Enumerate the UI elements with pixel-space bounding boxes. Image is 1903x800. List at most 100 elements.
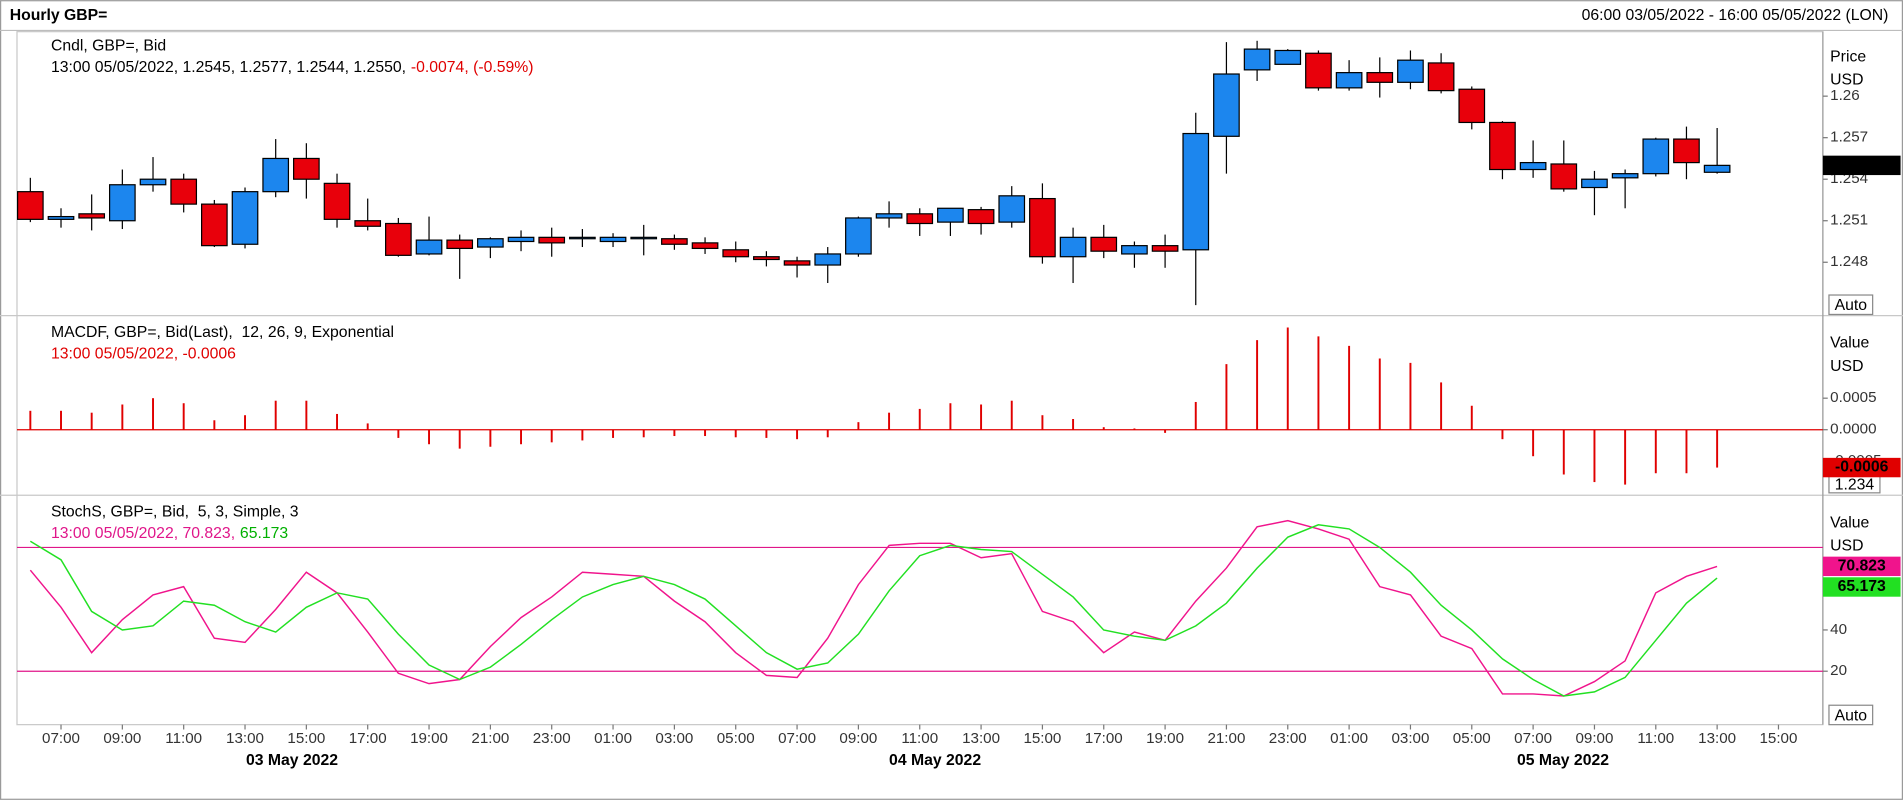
candle-body [630,236,658,240]
axis-title: Price [1830,48,1866,65]
x-tick-label: 23:00 [1269,730,1307,747]
candle-body [538,236,566,244]
pane-info-part: 13:00 05/05/2022, 1.2545, 1.2577, 1.2544… [51,59,406,76]
candle-body [722,249,750,258]
x-tick-label: 13:00 [1698,730,1736,747]
candle-body [845,217,872,255]
candle-body [691,242,719,250]
candle-body [415,239,443,255]
candle-body [293,157,320,180]
plot-layer: Cndl, GBP=, Bid 13:00 05/05/2022, 1.2545,… [16,37,1882,769]
candle-body [1642,138,1670,175]
date-label: 05 May 2022 [1517,752,1609,769]
axis-unit: USD [1830,358,1863,375]
x-tick-label: 09:00 [103,730,141,747]
candle-body [1182,132,1210,251]
pane-title: StochS, GBP=, Bid, 5, 3, Simple, 3 [51,503,299,520]
candle-body [385,222,412,256]
pane-info-part: 13:00 05/05/2022, 70.823, [51,525,235,542]
y-tick-label: 1.251 [1830,212,1868,229]
pane-title: MACDF, GBP=, Bid(Last), 12, 26, 9, Expon… [51,324,394,341]
x-tick-label: 07:00 [1514,730,1552,747]
x-tick-label: 15:00 [1759,730,1797,747]
candle-body [1059,236,1087,258]
candle-body [814,253,842,266]
scale-button[interactable]: 1.234 [1828,475,1881,494]
candle-body [875,213,903,219]
candle-body [1029,197,1056,258]
candle-body [1243,48,1271,71]
button-frame [1828,704,1874,726]
date-label: 04 May 2022 [889,752,981,769]
x-tick-label: 21:00 [471,730,509,747]
auto-button[interactable]: Auto [1828,704,1874,726]
x-tick-label: 01:00 [594,730,632,747]
last-value-label: 1.2550 [1838,157,1886,174]
auto-button[interactable]: Auto [1828,294,1874,316]
candle-body [753,256,780,261]
header-range: 06:00 03/05/2022 - 16:00 05/05/2022 (LON… [1582,7,1889,24]
candle-body [477,238,504,248]
x-tick-label: 09:00 [1575,730,1613,747]
pane-info-part: 65.173 [240,525,288,542]
candle-body [1121,245,1148,255]
x-tick-label: 11:00 [165,730,202,747]
candle-body [1519,161,1547,171]
candle-body [967,209,995,225]
candle-body [1090,236,1118,252]
candle-body [231,191,259,245]
y-tick-label: 1.26 [1830,87,1860,104]
button-frame [1828,294,1874,316]
last-value-box [1822,457,1901,478]
candle-body [1550,163,1578,190]
x-tick-label: 15:00 [287,730,325,747]
candle-body [1673,138,1700,164]
candle-body [16,191,44,220]
candle-body [1427,62,1455,92]
candle-body [323,182,351,220]
candle-body [170,178,198,205]
candle-body [139,178,167,186]
x-tick-label: 15:00 [1023,730,1061,747]
candle-body [201,203,228,247]
candle-body [937,207,964,223]
pane-info: 13:00 05/05/2022, 70.823, 65.173 [51,525,288,542]
x-tick-label: 19:00 [410,730,448,747]
series-line [29,524,1718,697]
date-label: 03 May 2022 [246,752,338,769]
last-value-label: 70.823 [1838,558,1886,575]
candle-body [1366,72,1394,83]
candle-body [569,236,596,240]
y-tick-label: 0.0000 [1830,421,1876,438]
last-value-label: 65.173 [1838,578,1886,595]
x-tick-label: 13:00 [962,730,1000,747]
button-label: Auto [1835,297,1868,314]
x-tick-label: 17:00 [1085,730,1123,747]
candle-body [1274,49,1302,65]
candle-body [108,184,136,222]
x-tick-label: 01:00 [1330,730,1368,747]
axis-title: Value [1830,514,1869,531]
x-tick-label: 03:00 [655,730,693,747]
x-tick-label: 05:00 [1453,730,1491,747]
x-tick-label: 07:00 [42,730,80,747]
candle-body [998,195,1026,223]
last-value-box [1822,577,1901,597]
candle-body [354,220,382,227]
x-tick-label: 23:00 [533,730,571,747]
series-line [29,519,1718,697]
x-tick-label: 21:00 [1207,730,1245,747]
axis-title: Value [1830,335,1869,352]
pane-info-part: -0.0074, (-0.59%) [411,59,534,76]
y-tick-label: 0.0005 [1830,389,1876,406]
candle-body [1581,178,1608,189]
candle-body [47,215,75,220]
candle-body [1397,59,1424,83]
overlay-layer: 1.2550 -0.0006 70.823 65.173 [1822,155,1901,597]
candle-body [507,236,535,243]
pane-info-part: 13:00 05/05/2022, -0.0006 [51,346,236,363]
x-tick-label: 09:00 [839,730,877,747]
